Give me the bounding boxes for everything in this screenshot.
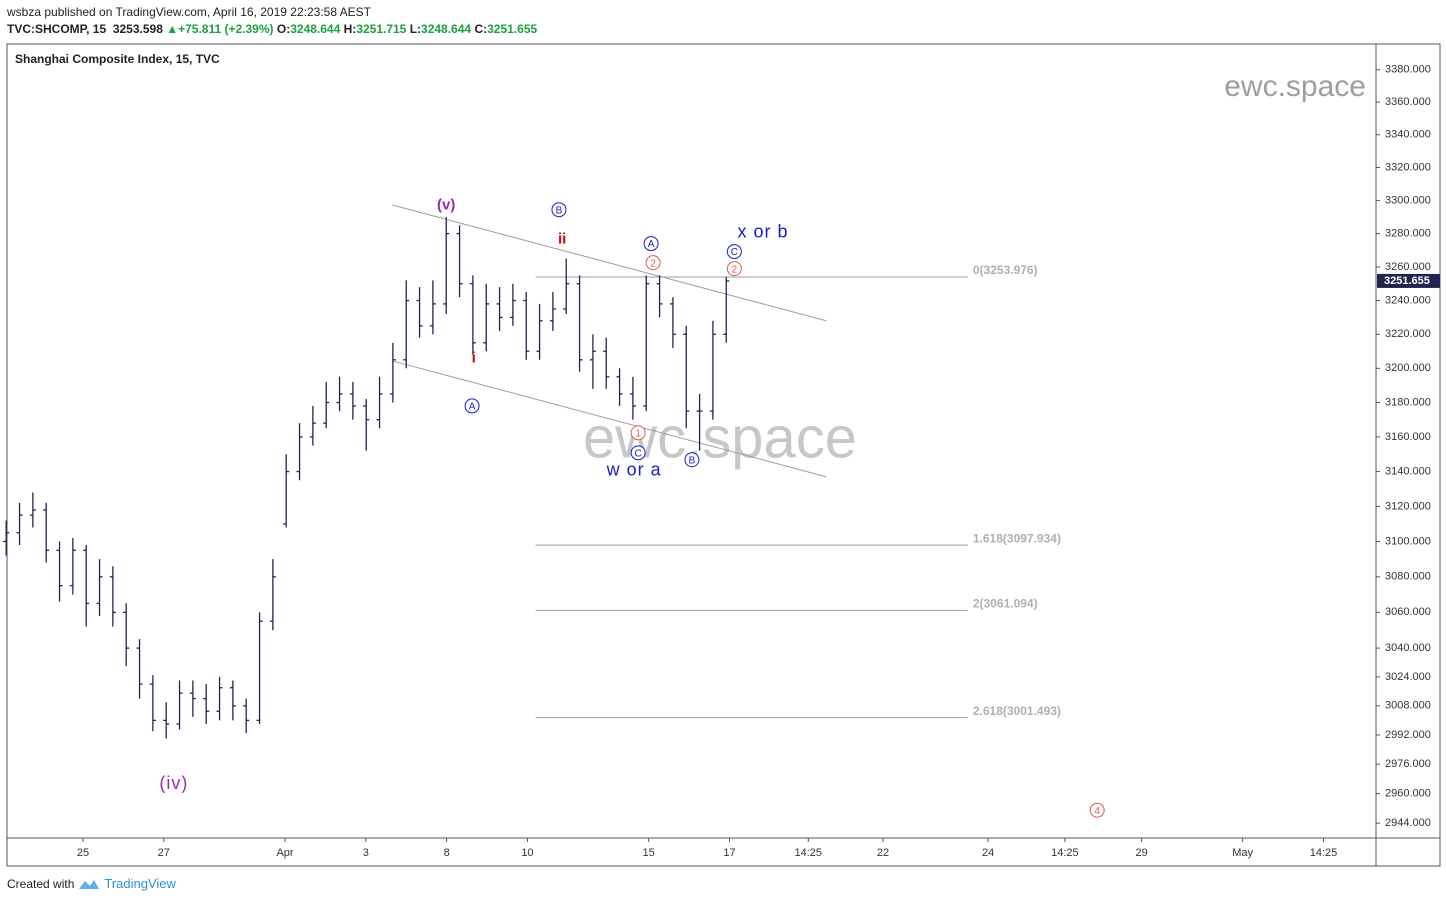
y-tick-label: 3024.000: [1385, 671, 1431, 683]
wave-label: C: [731, 247, 738, 258]
y-tick-label: 3160.000: [1385, 431, 1431, 443]
x-tick-label: 15: [643, 847, 655, 859]
wave-label: 4: [1094, 806, 1100, 817]
y-tick-label: 3320.000: [1385, 161, 1431, 173]
y-tick-label: 2976.000: [1385, 758, 1431, 770]
y-tick-label: 3100.000: [1385, 535, 1431, 547]
x-tick-label: 14:25: [1310, 847, 1338, 859]
wave-label: i: [472, 350, 476, 367]
y-tick-label: 3360.000: [1385, 96, 1431, 108]
x-tick-label: 22: [877, 847, 889, 859]
y-tick-label: 3340.000: [1385, 129, 1431, 141]
wave-circle: [645, 255, 661, 271]
y-tick-label: 2960.000: [1385, 787, 1431, 799]
y-tick-label: 3240.000: [1385, 294, 1431, 306]
wave-label: (iv): [159, 773, 188, 793]
wave-label: B: [556, 205, 563, 216]
fib-label: 1.618(3097.934): [973, 531, 1061, 545]
l-label: L:: [409, 22, 422, 36]
y-tick-label: 3180.000: [1385, 396, 1431, 408]
y-tick-label: 3380.000: [1385, 64, 1431, 76]
y-tick-label: 3140.000: [1385, 465, 1431, 477]
symbol: TVC:SHCOMP, 15: [7, 22, 107, 36]
x-tick-label: 3: [363, 847, 369, 859]
x-tick-label: 24: [982, 847, 994, 859]
y-tick-label: 3080.000: [1385, 571, 1431, 583]
x-tick-label: 10: [521, 847, 533, 859]
last: 3253.598: [112, 22, 163, 36]
c-label: C:: [474, 22, 488, 36]
wave-circle: [726, 261, 742, 277]
chart-title: Shanghai Composite Index, 15, TVC: [15, 52, 220, 66]
chart-frame: [6, 43, 1441, 867]
y-tick-label: 3060.000: [1385, 606, 1431, 618]
x-tick-label: 14:25: [795, 847, 823, 859]
wave-label: A: [648, 239, 655, 250]
fib-label: 0(3253.976): [973, 263, 1038, 277]
wave-label: 1: [635, 428, 641, 439]
watermark-corner: ewc.space: [1224, 70, 1366, 103]
published-line: wsbza published on TradingView.com, Apri…: [7, 5, 372, 19]
wave-circle: [643, 236, 659, 252]
y-tick-label: 3300.000: [1385, 194, 1431, 206]
y-tick-label: 3040.000: [1385, 642, 1431, 654]
last-price-label: 3251.655: [1384, 275, 1430, 287]
wave-label: (v): [437, 196, 455, 213]
wave-label: w or a: [606, 460, 662, 480]
x-tick-label: 27: [158, 847, 170, 859]
logo: [79, 879, 100, 889]
l-value: 3248.644: [421, 22, 472, 36]
wave-label: 2: [650, 258, 656, 269]
y-tick-label: 3220.000: [1385, 328, 1431, 340]
created-with: Created with: [7, 876, 75, 891]
fib-label: 2.618(3001.493): [973, 704, 1061, 718]
x-tick-label: May: [1232, 847, 1253, 859]
x-tick-label: 25: [77, 847, 89, 859]
wave-label: ii: [558, 231, 566, 248]
x-tick-label: 14:25: [1051, 847, 1079, 859]
wave-circle: [551, 202, 567, 218]
c-value: 3251.655: [487, 22, 538, 36]
wave-circle: [684, 452, 700, 468]
wave-label: C: [635, 448, 642, 459]
wave-label: 2: [732, 264, 738, 275]
last-price-box: [1377, 273, 1440, 288]
y-tick-label: 3008.000: [1385, 700, 1431, 712]
x-tick-label: 17: [723, 847, 735, 859]
fib-label: 2(3061.094): [973, 597, 1038, 611]
quote-line: TVC:SHCOMP, 15 3253.598 ▲+75.811 (+2.39%…: [7, 22, 537, 36]
arrow: ▲: [166, 22, 179, 36]
wave-label: B: [689, 455, 696, 466]
wave-circle: [630, 425, 646, 441]
wave-circle: [630, 445, 646, 461]
y-tick-label: 3260.000: [1385, 261, 1431, 273]
y-tick-label: 3280.000: [1385, 227, 1431, 239]
change: +75.811 (+2.39%): [178, 22, 274, 36]
wave-label: A: [469, 402, 476, 413]
h-label: H:: [343, 22, 357, 36]
y-tick-label: 3200.000: [1385, 362, 1431, 374]
watermark: ewc.space: [583, 405, 857, 470]
o-value: 3248.644: [290, 22, 341, 36]
x-tick-label: 29: [1136, 847, 1148, 859]
wave-label: x or b: [738, 221, 789, 241]
y-tick-label: 2944.000: [1385, 817, 1431, 829]
y-tick-label: 2992.000: [1385, 729, 1431, 741]
x-tick-label: 8: [444, 847, 450, 859]
trendline: [391, 204, 827, 322]
brand[interactable]: TradingView: [104, 876, 176, 891]
x-tick-label: Apr: [276, 847, 293, 859]
h-value: 3251.715: [356, 22, 407, 36]
trendline: [391, 360, 827, 478]
footer: Created with TradingView: [7, 876, 176, 891]
wave-circle: [726, 244, 742, 260]
wave-circle: [464, 398, 480, 414]
wave-circle: [1089, 802, 1105, 818]
o-label: O:: [276, 22, 291, 36]
y-tick-label: 3120.000: [1385, 500, 1431, 512]
